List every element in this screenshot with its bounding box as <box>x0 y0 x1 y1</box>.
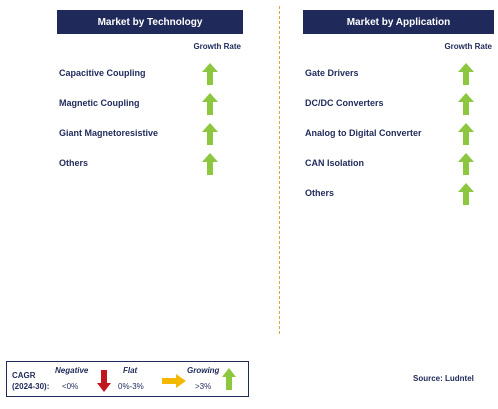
growing-arrow-icon <box>458 63 474 85</box>
growing-arrow-icon <box>202 123 218 145</box>
application-row: Analog to Digital Converter <box>305 122 494 145</box>
application-growth-rate-label: Growth Rate <box>444 42 492 51</box>
technology-row: Magnetic Coupling <box>59 92 243 115</box>
application-title: Market by Application <box>346 16 451 28</box>
technology-header: Market by Technology <box>57 10 243 34</box>
legend-flat-range: 0%-3% <box>118 382 144 391</box>
cagr-legend: CAGR (2024-30): Negative <0% Flat 0%-3% … <box>6 361 249 397</box>
cagr-label-line1: CAGR <box>12 371 36 380</box>
application-row-label: DC/DC Converters <box>305 98 384 108</box>
technology-row-label: Giant Magnetoresistive <box>59 128 159 138</box>
panel-divider <box>279 6 280 334</box>
negative-arrow-icon <box>97 370 111 392</box>
growing-arrow-icon <box>202 153 218 175</box>
growing-arrow-icon <box>458 93 474 115</box>
legend-negative-title: Negative <box>55 366 89 375</box>
technology-title: Market by Technology <box>97 16 203 28</box>
application-row-label: Analog to Digital Converter <box>305 128 422 138</box>
legend-growing-title: Growing <box>187 366 220 375</box>
technology-row-label: Others <box>59 158 89 168</box>
growing-arrow-icon <box>458 123 474 145</box>
application-row: Gate Drivers <box>305 62 494 85</box>
technology-row: Others <box>59 152 243 175</box>
growing-arrow-icon <box>458 153 474 175</box>
application-row: Others <box>305 182 494 205</box>
flat-arrow-icon <box>162 374 186 388</box>
growing-arrow-icon <box>202 93 218 115</box>
application-row-label: Gate Drivers <box>305 68 359 78</box>
technology-row-label: Capacitive Coupling <box>59 68 146 78</box>
technology-row-label: Magnetic Coupling <box>59 98 140 108</box>
cagr-label-line2: (2024-30): <box>12 382 50 391</box>
technology-growth-rate-label: Growth Rate <box>193 42 241 51</box>
legend-negative-range: <0% <box>62 382 79 391</box>
source-label: Source: Ludntel <box>413 374 474 383</box>
growing-arrow-icon <box>222 368 236 390</box>
technology-panel: Market by Technology Growth Rate Capacit… <box>57 10 243 190</box>
growing-arrow-icon <box>202 63 218 85</box>
growing-arrow-icon <box>458 183 474 205</box>
application-row: CAN Isolation <box>305 152 494 175</box>
cagr-label: CAGR (2024-30): <box>12 370 49 392</box>
legend-growing-range: >3% <box>195 382 212 391</box>
technology-row: Capacitive Coupling <box>59 62 243 85</box>
application-panel: Market by Application Growth Rate Gate D… <box>303 10 494 220</box>
application-row-label: CAN Isolation <box>305 158 365 168</box>
application-row: DC/DC Converters <box>305 92 494 115</box>
application-header: Market by Application <box>303 10 494 34</box>
application-row-label: Others <box>305 188 335 198</box>
technology-row: Giant Magnetoresistive <box>59 122 243 145</box>
legend-flat-title: Flat <box>123 366 138 375</box>
